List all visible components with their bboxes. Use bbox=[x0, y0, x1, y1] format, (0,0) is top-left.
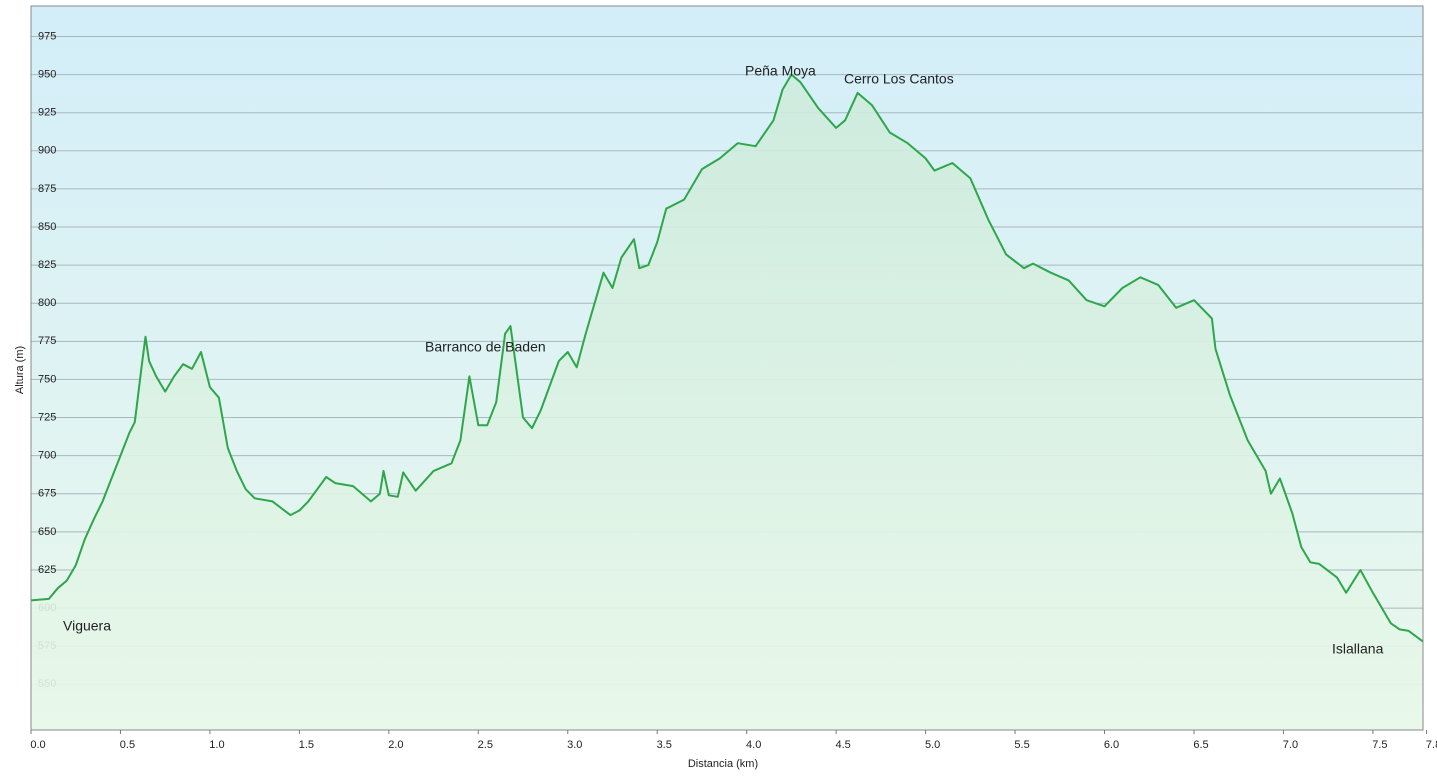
y-tick-label: 950 bbox=[38, 68, 56, 80]
plot-border bbox=[30, 5, 1424, 731]
annotation: Barranco de Baden bbox=[425, 339, 546, 355]
y-tick-label: 750 bbox=[38, 373, 56, 385]
x-tick-label: 0.0 bbox=[30, 739, 45, 751]
x-tick-label: 5.0 bbox=[925, 739, 940, 751]
y-tick-label: 900 bbox=[38, 145, 56, 157]
x-tick-label: 0.5 bbox=[120, 739, 135, 751]
x-tick-label: 7.5 bbox=[1372, 739, 1387, 751]
x-tick-label: 7.0 bbox=[1283, 739, 1298, 751]
annotation: Viguera bbox=[63, 618, 111, 634]
y-tick-label: 850 bbox=[38, 221, 56, 233]
y-tick-label: 875 bbox=[38, 183, 56, 195]
annotation: Cerro Los Cantos bbox=[844, 71, 954, 87]
x-tick-label: 2.5 bbox=[478, 739, 493, 751]
x-tick-label: 1.5 bbox=[299, 739, 314, 751]
y-tick-label: 825 bbox=[38, 259, 56, 271]
x-tick-label: 7.8 bbox=[1426, 739, 1437, 751]
y-tick-label: 925 bbox=[38, 107, 56, 119]
area-fill bbox=[31, 74, 1423, 731]
y-tick-label: 675 bbox=[38, 488, 56, 500]
y-tick-label: 625 bbox=[38, 564, 56, 576]
x-tick-label: 4.5 bbox=[835, 739, 850, 751]
x-axis-title: Distancia (km) bbox=[688, 758, 758, 770]
annotation: Peña Moya bbox=[745, 63, 816, 79]
elevation-line bbox=[30, 73, 1424, 643]
x-tick-label: 3.5 bbox=[657, 739, 672, 751]
x-tick-label: 6.0 bbox=[1104, 739, 1119, 751]
x-tick-label: 3.0 bbox=[567, 739, 582, 751]
x-tick-label: 1.0 bbox=[209, 739, 224, 751]
y-axis-title: Altura (m) bbox=[14, 346, 26, 394]
x-tick-label: 5.5 bbox=[1014, 739, 1029, 751]
y-tick-label: 800 bbox=[38, 297, 56, 309]
y-tick-label: 975 bbox=[38, 30, 56, 42]
x-tick-label: 4.0 bbox=[746, 739, 761, 751]
y-tick-label: 775 bbox=[38, 335, 56, 347]
y-tick-label: 700 bbox=[38, 450, 56, 462]
y-tick-label: 650 bbox=[38, 526, 56, 538]
annotation: Islallana bbox=[1332, 641, 1384, 657]
x-tick-label: 2.0 bbox=[388, 739, 403, 751]
x-tick-label: 6.5 bbox=[1193, 739, 1208, 751]
y-tick-label: 725 bbox=[38, 411, 56, 423]
